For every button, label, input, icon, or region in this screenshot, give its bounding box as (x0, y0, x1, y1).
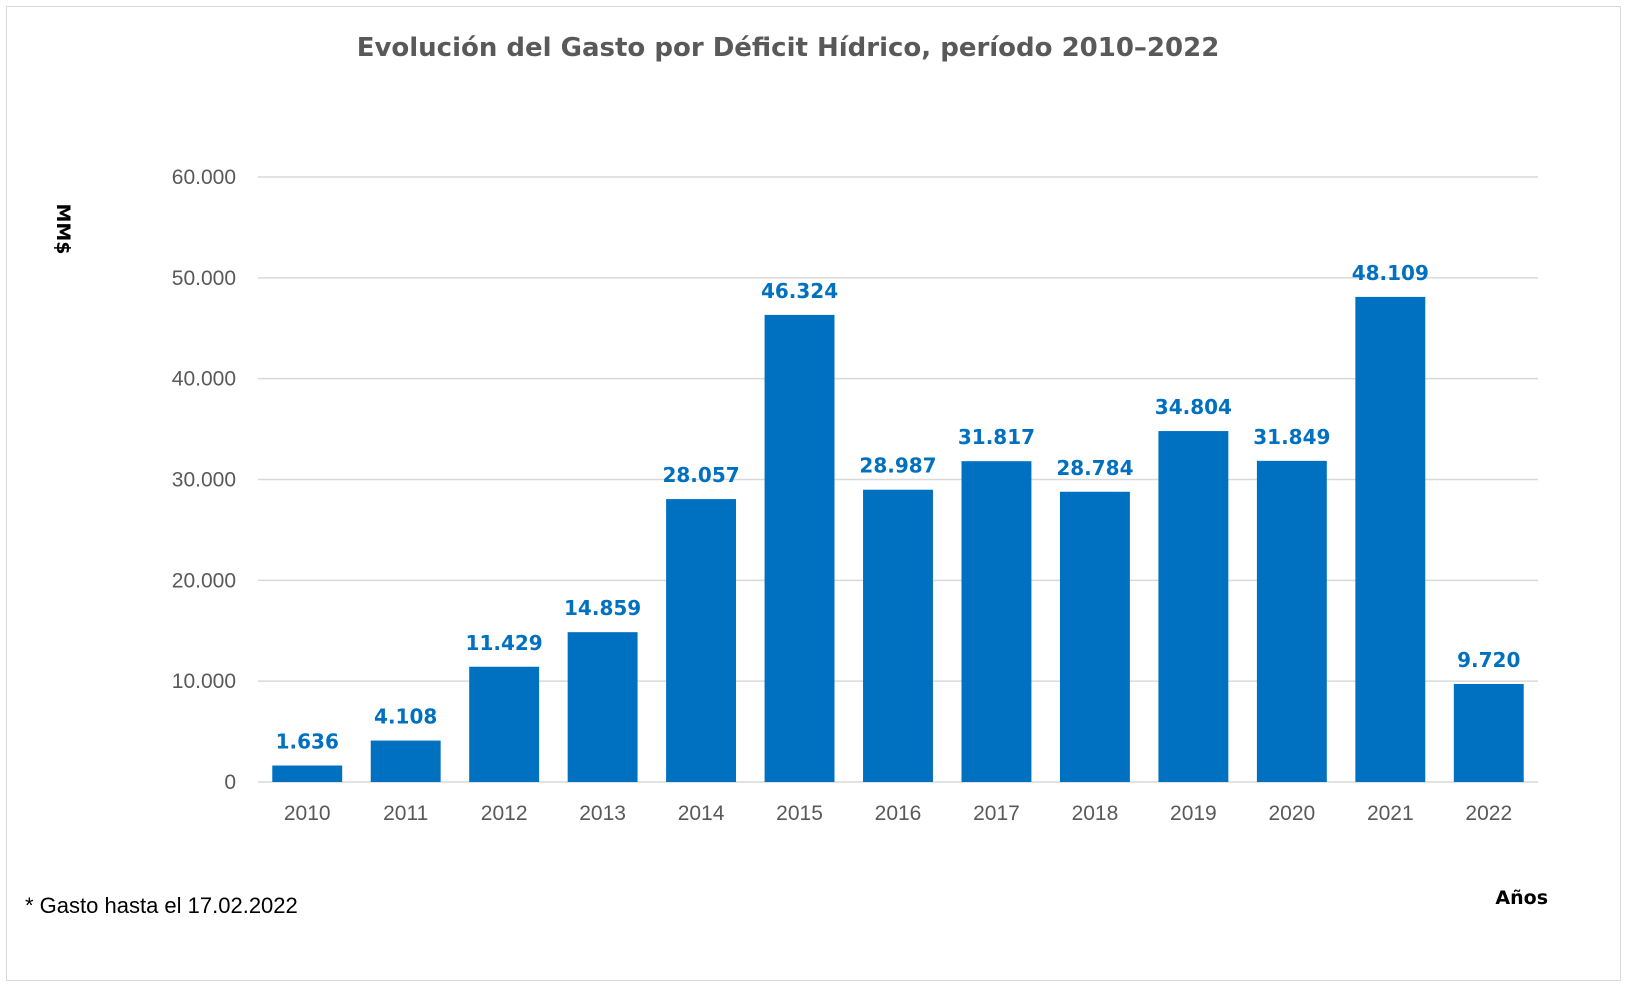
data-label-2012: 11.429 (466, 631, 543, 655)
data-label-2022: 9.720 (1457, 648, 1520, 672)
bar-2013 (567, 632, 638, 782)
data-label-2013: 14.859 (564, 596, 641, 620)
y-axis-ticks: 0 10.000 20.000 30.000 40.000 50.000 60.000 (172, 166, 236, 794)
x-tick-label: 2021 (1367, 802, 1414, 825)
x-tick-label: 2013 (579, 802, 626, 825)
data-label-2010: 1.636 (276, 730, 339, 754)
bar-2012 (469, 666, 540, 782)
bars (272, 296, 1524, 782)
bar-2010 (272, 765, 343, 782)
bar-2020 (1256, 460, 1327, 782)
data-labels: 1.636 4.108 11.429 14.859 28.057 46.324 28.987… (276, 261, 1521, 754)
bar-2018 (1059, 491, 1130, 782)
x-tick-label: 2012 (481, 802, 528, 825)
x-tick-label: 2016 (875, 802, 922, 825)
x-tick-label: 2011 (383, 802, 428, 825)
bar-2011 (370, 740, 441, 782)
x-tick-label: 2022 (1465, 802, 1512, 825)
y-tick-label: 10.000 (172, 670, 236, 693)
x-tick-label: 2020 (1268, 802, 1315, 825)
footnote: * Gasto hasta el 17.02.2022 (25, 893, 298, 918)
bar-2015 (764, 314, 835, 782)
bar-2021 (1355, 296, 1426, 782)
x-tick-label: 2015 (776, 802, 823, 825)
y-axis-title: MM$ (52, 203, 74, 254)
bar-2017 (961, 461, 1032, 782)
data-label-2011: 4.108 (374, 705, 437, 729)
y-tick-label: 0 (224, 771, 236, 794)
x-axis-ticks: 2010 2011 2012 2013 2014 2015 2016 2017 2018 2019… (284, 802, 1512, 825)
bar-2014 (666, 499, 737, 782)
bar-2019 (1158, 431, 1229, 782)
data-label-2019: 34.804 (1155, 395, 1232, 419)
bar-2022 (1453, 683, 1524, 782)
chart-frame: Evolución del Gasto por Déficit Hídrico,… (6, 6, 1621, 981)
y-tick-label: 30.000 (172, 469, 236, 492)
x-tick-label: 2017 (973, 802, 1020, 825)
y-tick-label: 40.000 (172, 368, 236, 391)
data-label-2021: 48.109 (1352, 261, 1429, 285)
data-label-2018: 28.784 (1056, 456, 1133, 480)
data-label-2016: 28.987 (859, 454, 936, 478)
bar-chart: Evolución del Gasto por Déficit Hídrico,… (25, 33, 1548, 918)
x-axis-title: Años (1495, 887, 1548, 909)
x-tick-label: 2019 (1170, 802, 1217, 825)
chart-title: Evolución del Gasto por Déficit Hídrico,… (357, 33, 1220, 63)
data-label-2017: 31.817 (958, 425, 1035, 449)
data-label-2014: 28.057 (662, 463, 739, 487)
data-label-2015: 46.324 (761, 279, 838, 303)
data-label-2020: 31.849 (1253, 425, 1330, 449)
y-tick-label: 60.000 (172, 166, 236, 189)
x-tick-label: 2018 (1072, 802, 1119, 825)
y-tick-label: 20.000 (172, 569, 236, 592)
bar-2016 (863, 489, 933, 782)
x-tick-label: 2010 (284, 802, 331, 825)
x-tick-label: 2014 (678, 802, 725, 825)
y-tick-label: 50.000 (172, 267, 236, 290)
